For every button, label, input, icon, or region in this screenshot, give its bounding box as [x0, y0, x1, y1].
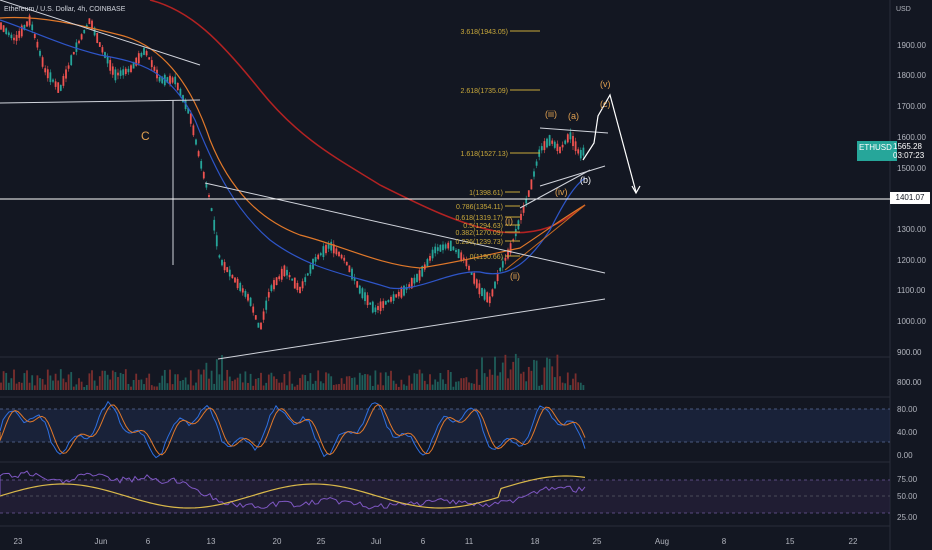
- ticker-symbol: ETHUSD: [859, 143, 892, 152]
- price-axis-label: 1500.00: [897, 164, 926, 173]
- fib-level-label: 0.5(1294.63): [463, 223, 503, 230]
- wave-label-i: (i): [505, 216, 513, 226]
- rsi-ma-line: [0, 475, 586, 509]
- ticker-price: 1565.28: [893, 142, 922, 151]
- stoch-axis-label: 80.00: [897, 405, 918, 414]
- price-axis-label: 900.00: [897, 348, 922, 357]
- ema-red-line: [149, 0, 586, 234]
- chart-title[interactable]: Ethereum / U.S. Dollar, 4h, COINBASE: [4, 6, 126, 13]
- channel-line-bottom[interactable]: [539, 165, 606, 187]
- wave-label-c: C: [141, 129, 150, 143]
- currency-label: USD: [896, 6, 911, 13]
- price-axis-label: 1800.00: [897, 71, 926, 80]
- time-axis-label: 18: [531, 537, 540, 546]
- fib-level-label: 1.618(1527.13): [461, 151, 508, 158]
- trendline-triangle-top[interactable]: [204, 182, 606, 274]
- time-axis-label: 13: [207, 537, 216, 546]
- fib-level-label: 2.618(1735.09): [461, 88, 508, 95]
- time-axis-label: 20: [273, 537, 282, 546]
- fib-level-label: 0.618(1319.17): [456, 215, 503, 222]
- candlesticks: [0, 13, 585, 330]
- time-axis-label: 22: [849, 537, 858, 546]
- fib-level-label: 0.786(1354.11): [456, 204, 503, 211]
- stoch-axis-label: 0.00: [897, 451, 913, 460]
- ema-orange-line: [0, 16, 586, 269]
- wave-label-v: (v): [600, 79, 611, 89]
- price-axis-label: 1200.00: [897, 256, 926, 265]
- time-axis-label: 23: [14, 537, 23, 546]
- time-axis-label: 6: [421, 537, 426, 546]
- wave-label-iii: (iii): [545, 109, 557, 119]
- rsi-line: [0, 470, 586, 510]
- ticker-price-tag: ETHUSD 1565.28 03:07:23: [857, 141, 924, 161]
- time-axis-label: Jul: [371, 537, 381, 546]
- candle-countdown: 03:07:23: [893, 151, 925, 160]
- rsi-axis-label: 25.00: [897, 513, 918, 522]
- trendline-triangle-bottom[interactable]: [217, 298, 606, 360]
- stoch-axis: 80.00 40.00 0.00: [897, 405, 918, 460]
- time-axis[interactable]: 23 Jun 6 13 20 25 Jul 6 11 18 25 Aug 8 15 22: [14, 537, 858, 546]
- ema-orange2-line: [504, 204, 586, 271]
- stoch-d-line: [0, 403, 586, 456]
- projection-path[interactable]: [582, 93, 637, 193]
- time-axis-label: Jun: [95, 537, 108, 546]
- time-axis-label: 25: [317, 537, 326, 546]
- price-axis-label: 1100.00: [897, 286, 926, 295]
- time-axis-label: 15: [786, 537, 795, 546]
- volume-bars: [0, 353, 585, 390]
- channel-line-mid[interactable]: [519, 169, 591, 209]
- trendline-upper-left[interactable]: [0, 0, 201, 66]
- rsi-axis-label: 75.00: [897, 475, 918, 484]
- price-axis[interactable]: 1900.00 1800.00 1700.00 1600.00 1500.00 1300.…: [897, 41, 926, 387]
- wave-label-ii: (ii): [510, 271, 520, 281]
- fib-level-label: 0.382(1270.09): [456, 230, 503, 237]
- time-axis-label: 11: [465, 537, 474, 546]
- stoch-k-line: [0, 400, 586, 459]
- wave-label-a: (a): [568, 111, 579, 121]
- rsi-axis-label: 50.00: [897, 492, 918, 501]
- fib-level-label: 0(1190.66): [470, 254, 503, 261]
- rsi-axis: 75.00 50.00 25.00: [897, 475, 918, 522]
- price-axis-label: 1700.00: [897, 102, 926, 111]
- projection-arrow-icon: [631, 185, 641, 195]
- time-axis-label: 8: [722, 537, 727, 546]
- fib-level-label: 0.236(1239.73): [456, 239, 503, 246]
- stoch-band: [0, 409, 890, 442]
- stoch-axis-label: 40.00: [897, 428, 918, 437]
- time-axis-label: 25: [593, 537, 602, 546]
- wave-label-iv: (iv): [555, 187, 568, 197]
- price-axis-label: 1600.00: [897, 133, 926, 142]
- horizontal-line-price-label[interactable]: 1401.07: [890, 192, 930, 204]
- wave-label-b: (b): [580, 175, 591, 185]
- time-axis-label: 6: [146, 537, 151, 546]
- wave-label-c-small: (c): [600, 99, 611, 109]
- ema-blue-line: [0, 19, 586, 290]
- price-axis-label: 1900.00: [897, 41, 926, 50]
- fibonacci-extension[interactable]: 3.618(1943.05) 2.618(1735.09) 1.618(1527.1…: [456, 29, 540, 261]
- price-axis-label: 800.00: [897, 378, 922, 387]
- horizontal-line-left[interactable]: [0, 99, 201, 104]
- price-axis-label: 1000.00: [897, 317, 926, 326]
- fib-level-label: 1(1398.61): [469, 190, 503, 197]
- time-axis-label: Aug: [655, 537, 669, 546]
- channel-line-top[interactable]: [539, 127, 609, 134]
- price-axis-label: 1300.00: [897, 225, 926, 234]
- fib-level-label: 3.618(1943.05): [461, 29, 508, 36]
